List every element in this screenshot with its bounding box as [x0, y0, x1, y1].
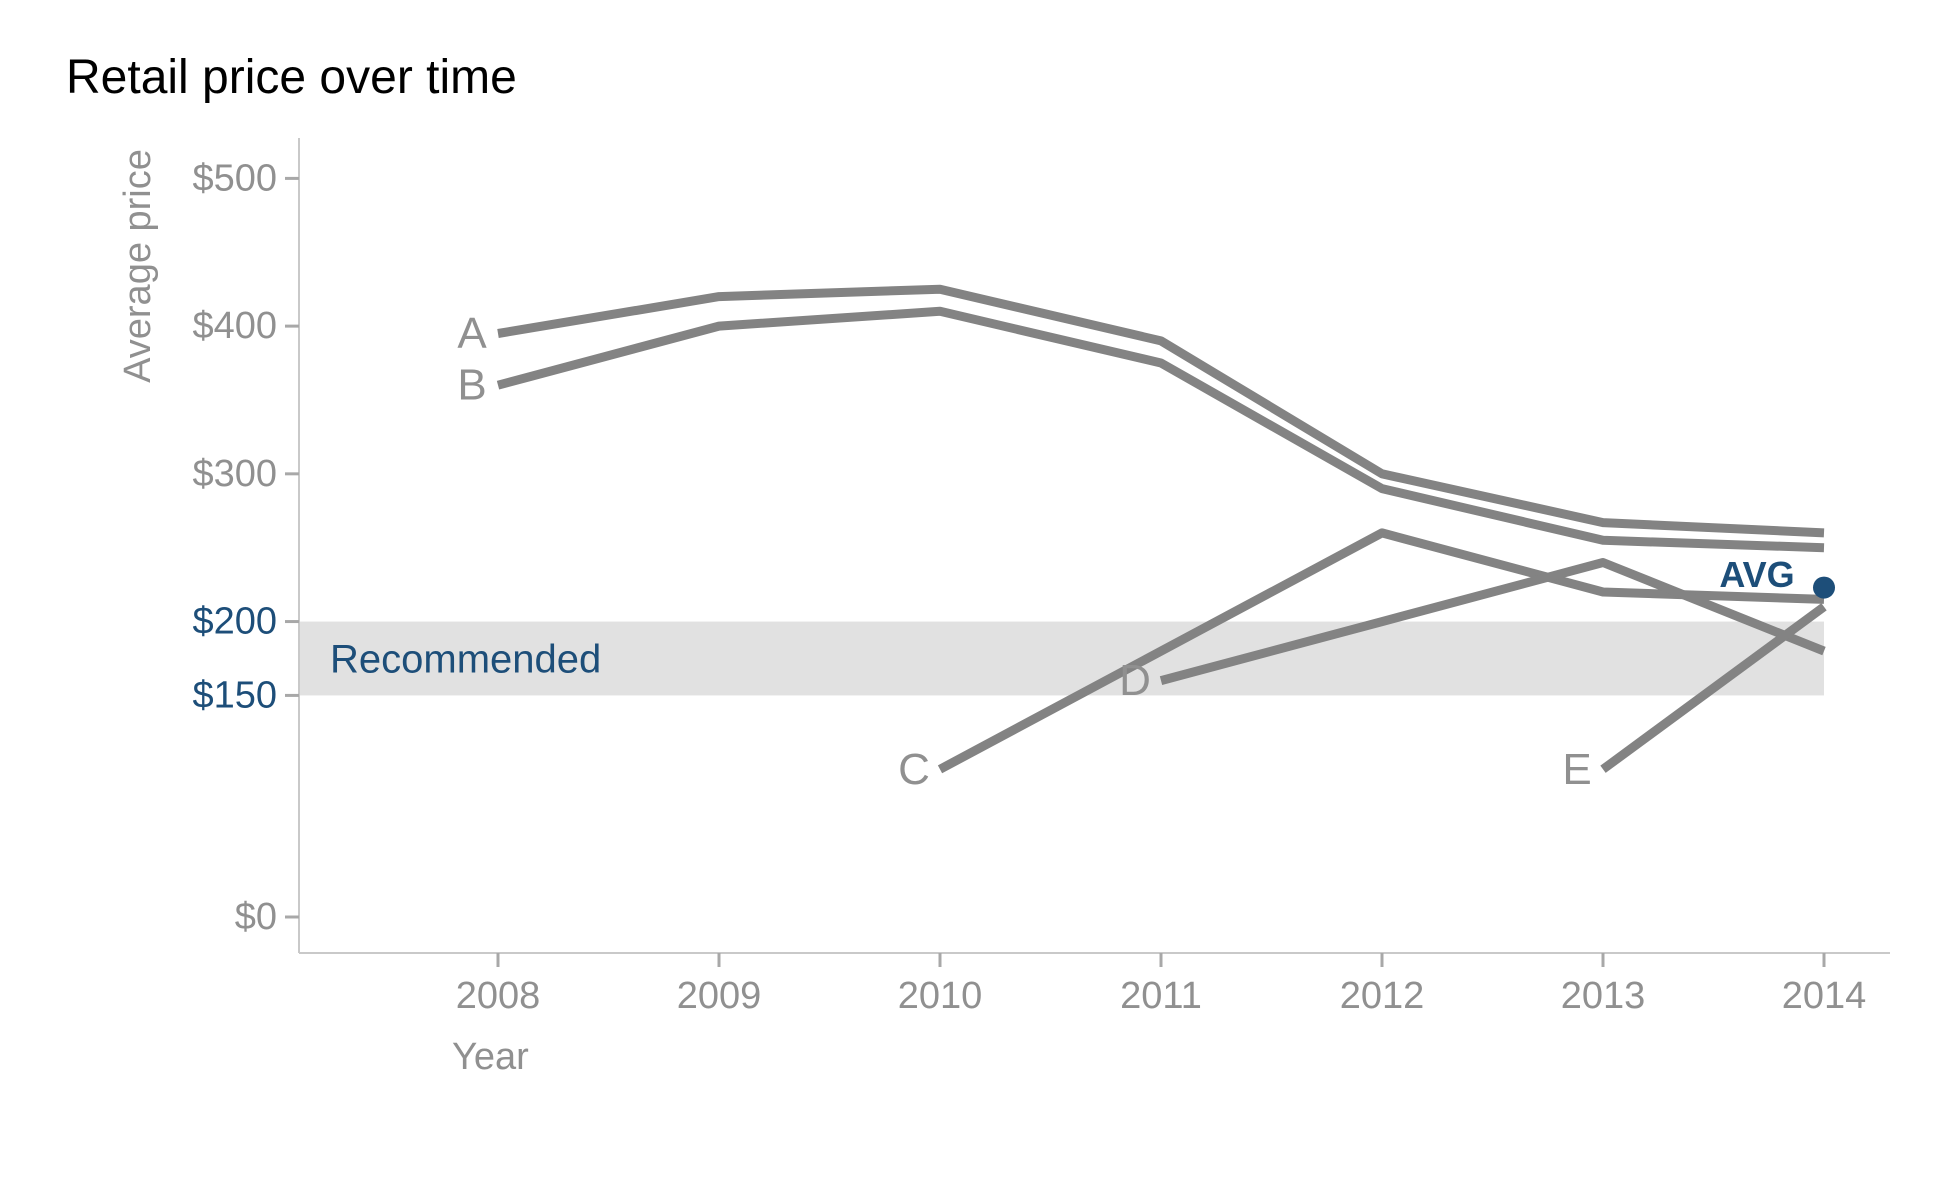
series-line-A: [497, 284, 1825, 538]
avg-point: [1813, 576, 1835, 599]
x-tick-label-2008: 2008: [456, 975, 541, 1017]
y-tick-label-$300: $300: [192, 453, 277, 495]
series-line-E: [1600, 603, 1827, 773]
x-axis-title: Year: [452, 1036, 529, 1078]
recommended-band-label: Recommended: [330, 637, 601, 681]
x-tick-label-2013: 2013: [1561, 975, 1646, 1017]
y-tick-label-$200: $200: [192, 601, 277, 643]
series-line-D: [1159, 558, 1826, 685]
series-label-C: C: [898, 745, 930, 794]
series-label-E: E: [1562, 745, 1591, 794]
y-tick-label-$0: $0: [235, 896, 277, 938]
series-line-B: [496, 306, 1825, 553]
x-tick-label-2012: 2012: [1340, 975, 1425, 1017]
x-tick-label-2010: 2010: [898, 975, 983, 1017]
x-tick-label-2014: 2014: [1782, 975, 1867, 1017]
y-tick-label-$400: $400: [192, 305, 277, 347]
avg-label: AVG: [1719, 554, 1794, 595]
chart-title: Retail price over time: [66, 51, 517, 104]
series-label-B: B: [457, 361, 486, 410]
series-label-D: D: [1119, 656, 1151, 705]
y-tick-label-$500: $500: [192, 157, 277, 199]
y-axis-title: Average price: [117, 149, 159, 383]
series-label-A: A: [457, 309, 487, 358]
x-tick-label-2009: 2009: [677, 975, 762, 1017]
x-tick-label-2011: 2011: [1120, 975, 1202, 1017]
y-tick-label-$150: $150: [192, 674, 277, 716]
recommended-band: [299, 621, 1824, 696]
